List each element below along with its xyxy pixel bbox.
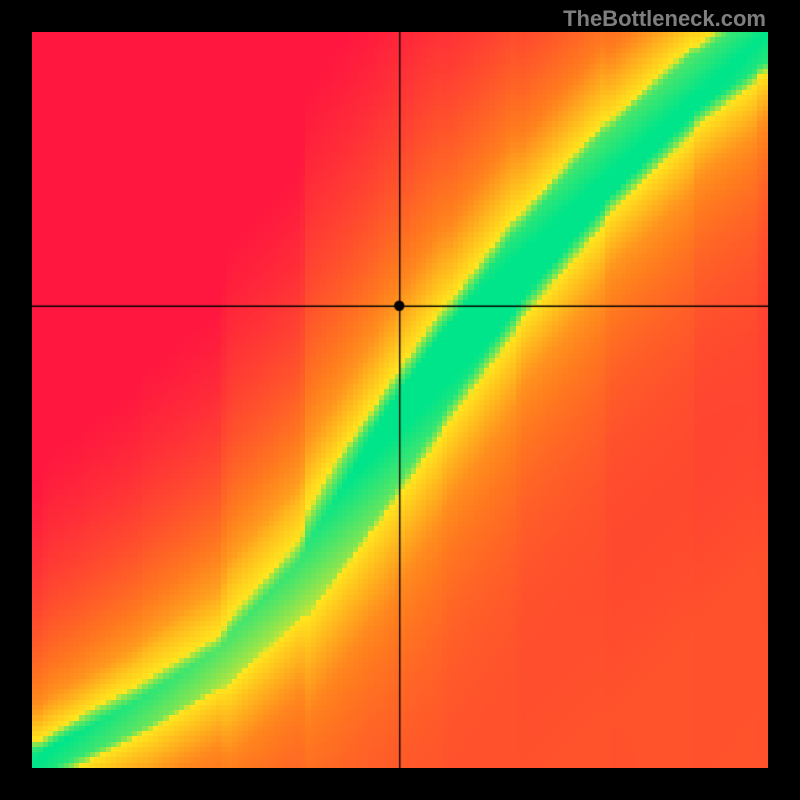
watermark-text: TheBottleneck.com [563,6,766,32]
chart-container: TheBottleneck.com [0,0,800,800]
bottleneck-heatmap [32,32,768,768]
